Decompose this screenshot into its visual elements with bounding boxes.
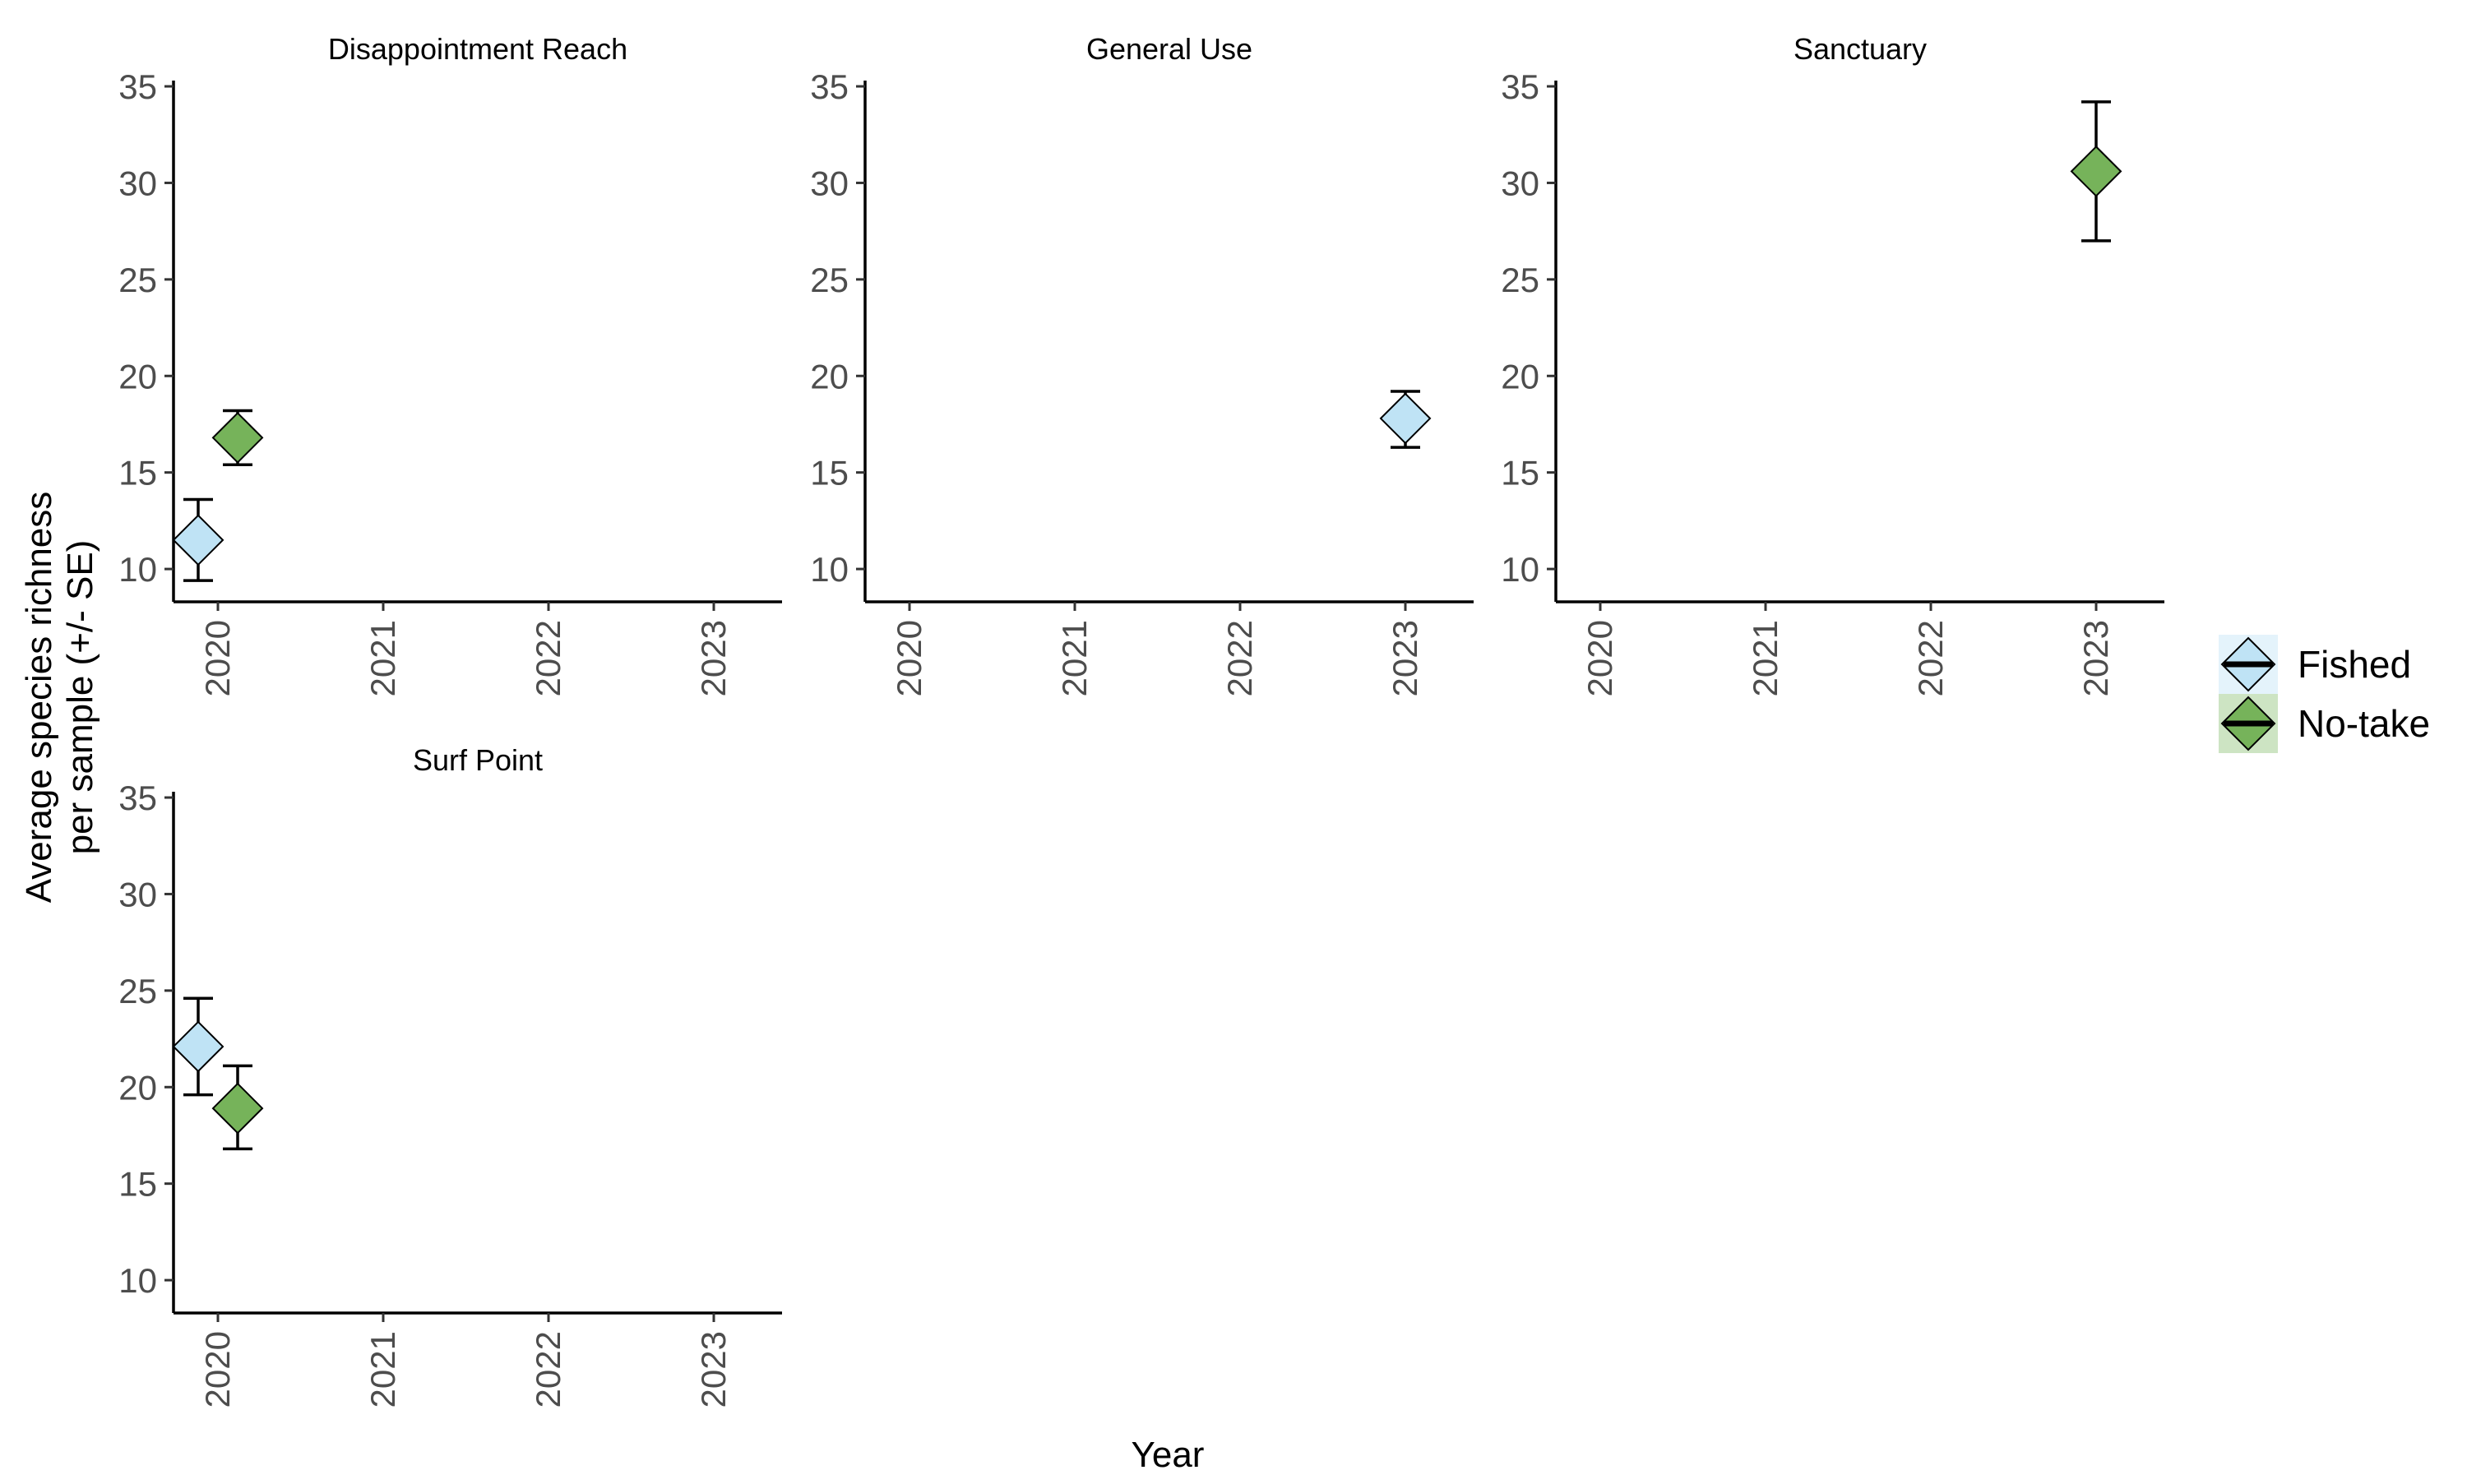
y-tick-label: 30	[118, 875, 157, 913]
y-tick-label: 20	[118, 357, 157, 395]
data-point	[211, 411, 264, 464]
y-tick-label: 15	[118, 1165, 157, 1204]
data-point	[211, 1082, 264, 1135]
y-tick-label: 30	[810, 164, 849, 202]
y-tick-label: 20	[118, 1068, 157, 1107]
y-tick-label: 15	[810, 454, 849, 492]
y-tick-label: 20	[1501, 357, 1539, 395]
panel: Surf Point 10 15 20 25 30 35 2020 2021 2022 2023	[118, 743, 782, 1408]
y-tick-label: 10	[810, 550, 849, 589]
legend-label: Fished	[2298, 643, 2411, 686]
y-tick-label: 35	[810, 67, 849, 106]
panel-title: Surf Point	[413, 743, 543, 777]
x-tick-label: 2022	[1220, 620, 1259, 696]
x-tick-label: 2022	[529, 1331, 567, 1408]
data-point	[172, 514, 224, 566]
y-tick-label: 10	[1501, 550, 1539, 589]
y-tick-label: 30	[118, 164, 157, 202]
y-axis-title-line1: Average species richness	[19, 492, 59, 904]
x-tick-label: 2021	[363, 1331, 402, 1408]
x-tick-label: 2021	[1746, 620, 1784, 696]
y-tick-label: 25	[118, 972, 157, 1010]
y-tick-label: 35	[1501, 67, 1539, 106]
x-tick-label: 2020	[198, 1331, 237, 1408]
x-tick-label: 2023	[1386, 620, 1424, 696]
x-tick-label: 2020	[890, 620, 928, 696]
x-tick-label: 2022	[1911, 620, 1950, 696]
y-tick-label: 25	[1501, 261, 1539, 299]
x-tick-label: 2023	[2076, 620, 2115, 696]
x-tick-label: 2023	[694, 1331, 733, 1408]
x-tick-label: 2023	[694, 620, 733, 696]
y-tick-label: 10	[118, 550, 157, 589]
y-tick-label: 25	[118, 261, 157, 299]
y-tick-label: 10	[118, 1261, 157, 1300]
y-tick-label: 15	[118, 454, 157, 492]
panel: General Use 10 15 20 25 30 35 2020 2021 2022 2023	[810, 32, 1474, 696]
panel-title: General Use	[1086, 32, 1252, 66]
x-tick-label: 2020	[198, 620, 237, 696]
panel-title: Disappointment Reach	[328, 32, 627, 66]
x-tick-label: 2020	[1581, 620, 1619, 696]
y-tick-label: 20	[810, 357, 849, 395]
legend-entry: No-take	[2219, 694, 2430, 753]
panel: Sanctuary 10 15 20 25 30 35 2020 2021 2022 2023	[1501, 32, 2164, 696]
data-point	[1379, 392, 1432, 445]
y-axis-title-line2: per sample (+/- SE)	[60, 540, 100, 855]
legend-label: No-take	[2298, 702, 2430, 745]
y-tick-label: 30	[1501, 164, 1539, 202]
y-tick-label: 35	[118, 779, 157, 817]
x-tick-label: 2021	[363, 620, 402, 696]
panel: Disappointment Reach 10 15 20 25 30 35 2020 2021…	[118, 32, 782, 696]
panel-title: Sanctuary	[1794, 32, 1927, 66]
x-axis-title: Year	[1132, 1435, 1205, 1475]
y-axis-title: Average species richness per sample (+/-…	[19, 492, 100, 904]
y-tick-label: 15	[1501, 454, 1539, 492]
x-tick-label: 2022	[529, 620, 567, 696]
y-tick-label: 35	[118, 67, 157, 106]
data-point	[2070, 145, 2122, 197]
y-tick-label: 25	[810, 261, 849, 299]
legend: Fished No-take	[2219, 635, 2430, 753]
data-point	[172, 1020, 224, 1073]
x-tick-label: 2021	[1055, 620, 1094, 696]
legend-entry: Fished	[2219, 635, 2411, 694]
